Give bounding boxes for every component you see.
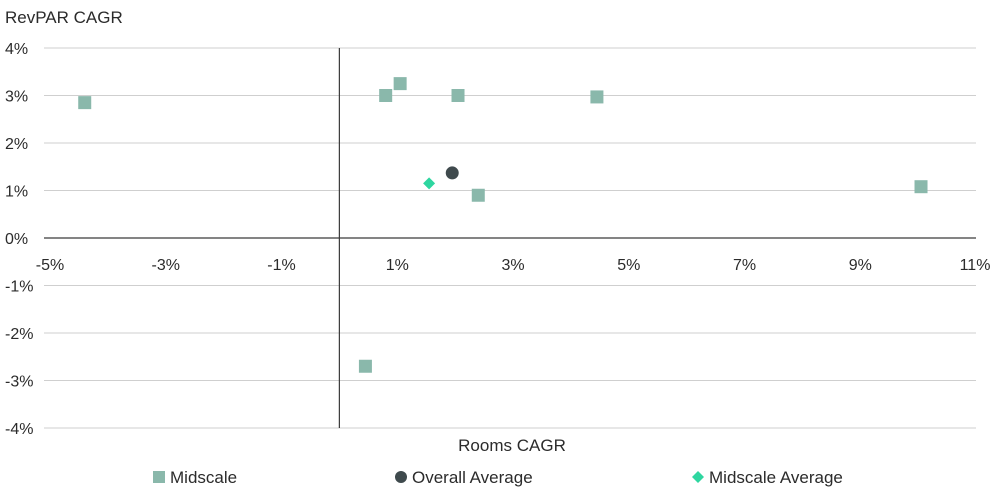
midscale-point — [590, 90, 604, 104]
y-tick-label: 4% — [5, 41, 28, 58]
y-tick-label: 2% — [5, 136, 28, 153]
y-tick-label: 0% — [5, 231, 28, 248]
legend-label-midscale: Midscale — [170, 468, 237, 487]
y-tick-label: -2% — [5, 326, 33, 343]
legend-marker-midscale — [153, 471, 165, 483]
legend-marker-midscale-average — [692, 471, 704, 483]
x-tick-label: 5% — [617, 257, 640, 274]
x-tick-label: -3% — [152, 257, 180, 274]
x-axis-title: Rooms CAGR — [458, 436, 566, 455]
midscale-average-point — [423, 177, 436, 190]
x-tick-label: 1% — [386, 257, 409, 274]
y-tick-label: -4% — [5, 421, 33, 438]
y-tick-label: 3% — [5, 89, 28, 106]
x-tick-label: 9% — [849, 257, 872, 274]
y-tick-labels: 4% 3% 2% 1% 0% -1% -2% -3% -4% — [5, 41, 33, 438]
grid-lines — [44, 47, 976, 429]
y-tick-label: -3% — [5, 374, 33, 391]
x-tick-label: 3% — [501, 257, 524, 274]
midscale-point — [451, 89, 465, 102]
legend: Midscale Overall Average Midscale Average — [153, 468, 843, 487]
x-tick-label: -5% — [36, 257, 64, 274]
y-axis-title: RevPAR CAGR — [5, 8, 123, 27]
x-tick-label: -1% — [267, 257, 295, 274]
y-tick-label: 1% — [5, 184, 28, 201]
x-tick-labels: -5% -3% -1% 1% 3% 5% 7% 9% 11% — [36, 257, 991, 274]
data-points — [78, 77, 928, 373]
x-tick-label: 11% — [960, 257, 991, 274]
legend-label-midscale-average: Midscale Average — [709, 468, 843, 487]
midscale-point — [471, 188, 485, 202]
midscale-point — [914, 180, 928, 194]
y-tick-label: -1% — [5, 279, 33, 296]
legend-marker-overall-average — [395, 471, 407, 483]
midscale-point — [379, 89, 393, 102]
midscale-point — [78, 96, 92, 110]
midscale-point — [358, 359, 372, 373]
legend-label-overall-average: Overall Average — [412, 468, 533, 487]
midscale-point — [393, 77, 407, 91]
x-tick-label: 7% — [733, 257, 756, 274]
overall-average-point — [445, 166, 459, 180]
